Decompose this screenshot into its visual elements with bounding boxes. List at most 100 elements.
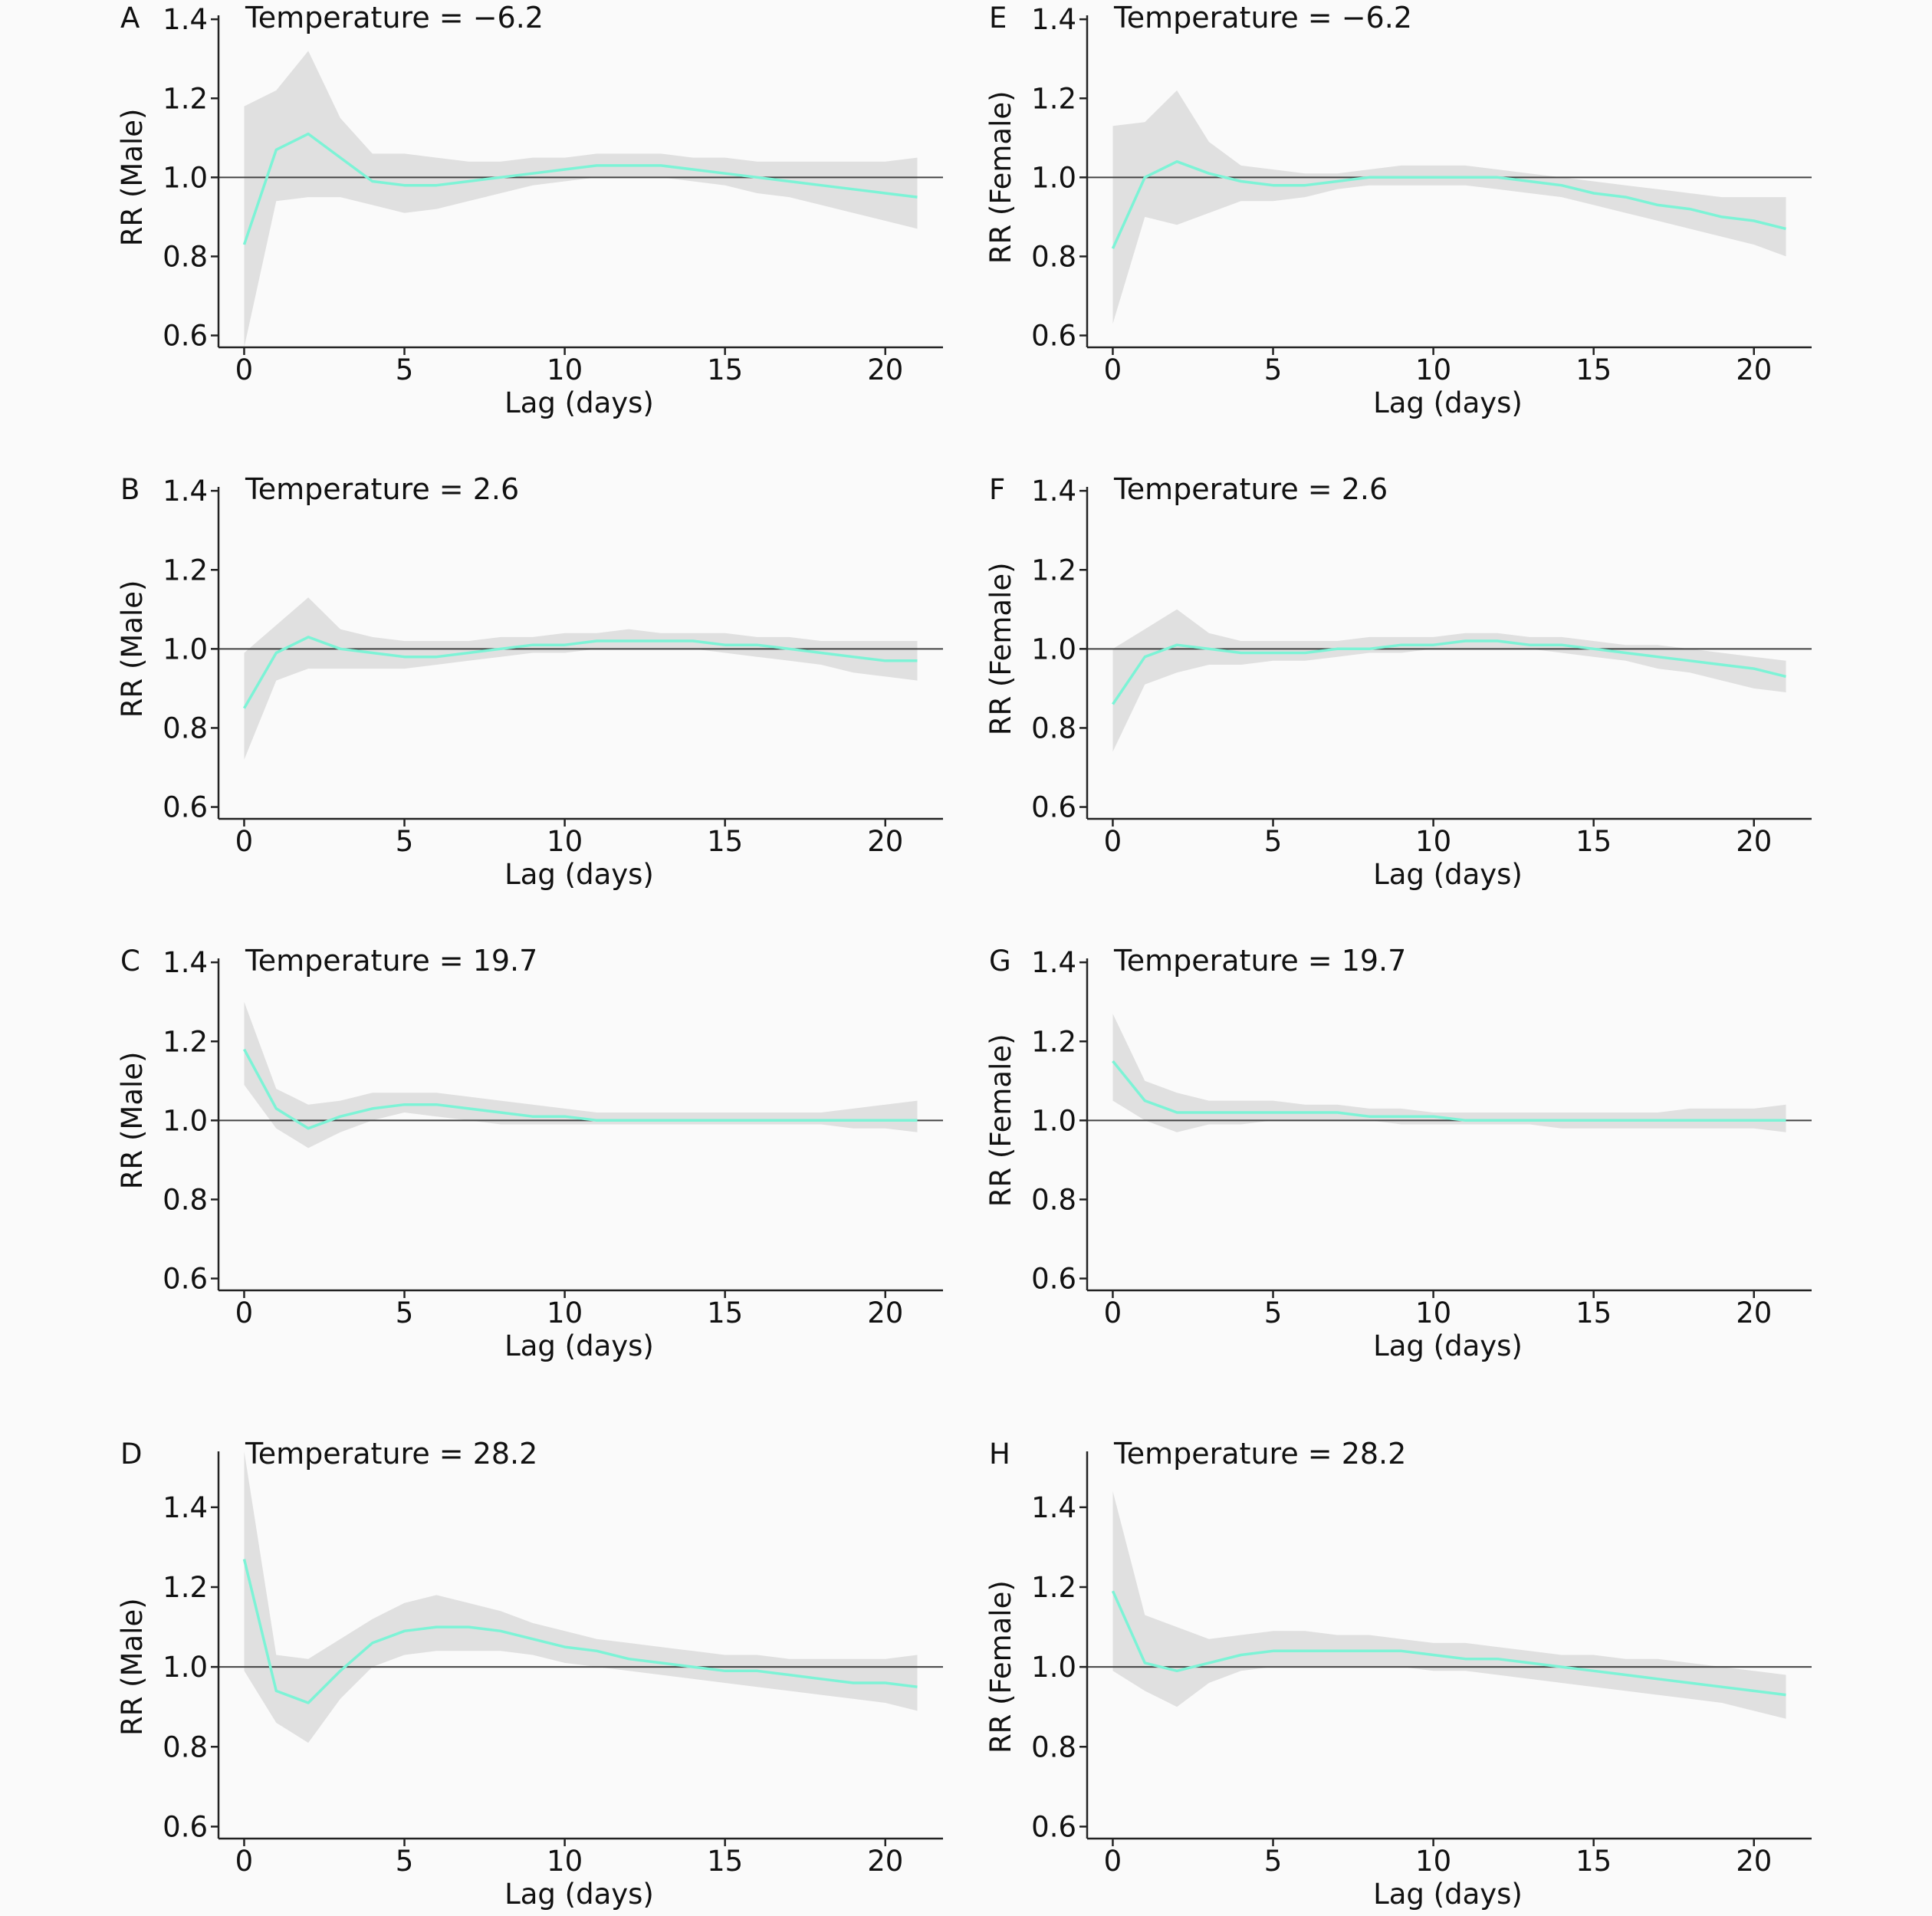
confidence-band [244,597,918,760]
x-tick-label: 5 [1264,353,1283,386]
panel-d: 0.6 0.8 1.0 1.2 1.4 0 5 10 15 20 Lag (days) RR (Mal… [116,1437,943,1911]
y-axis-title: RR (Female) [984,562,1017,735]
x-tick-label: 0 [235,1845,254,1878]
y-tick-label: 0.6 [163,791,208,824]
rr-series-line [242,132,918,245]
y-tick-label: 1.2 [163,82,208,115]
confidence-band [244,51,918,348]
x-tick-label: 5 [1264,1845,1283,1878]
y-tick-label: 0.8 [1031,1183,1076,1216]
x-tick-label: 0 [1104,1845,1122,1878]
y-tick-label: 1.2 [163,1025,208,1058]
x-axis-title: Lag (days) [504,386,654,419]
x-tick-label: 10 [547,1297,583,1329]
rr-series-line [1112,639,1786,705]
x-tick-label: 0 [1104,353,1122,386]
y-tick-label: 0.6 [1031,1810,1076,1843]
y-tick-label: 1.2 [1031,554,1076,587]
x-tick-label: 20 [867,825,903,858]
y-tick-label: 1.4 [1031,3,1076,36]
y-axis-title: RR (Female) [984,1034,1017,1207]
rr-series-line [1111,159,1786,249]
x-tick-label: 15 [707,1297,743,1329]
x-tick-label: 15 [707,353,743,386]
rr-series-line [1112,1060,1786,1122]
y-tick-label: 1.0 [163,633,208,666]
panel-letter: G [989,945,1011,978]
confidence-band [1112,1491,1786,1719]
y-tick-label: 1.2 [1031,82,1076,115]
x-axis-title: Lag (days) [1373,386,1523,419]
x-tick-label: 15 [1576,1845,1612,1878]
y-tick-label: 1.4 [163,3,208,36]
y-tick-label: 0.6 [163,320,208,353]
y-tick-label: 0.8 [1031,1730,1076,1763]
x-axis-title: Lag (days) [1373,1878,1523,1911]
rr-series-line [242,636,918,709]
x-tick-label: 20 [867,1297,903,1329]
y-axis-title: RR (Male) [116,580,149,718]
y-tick-label: 0.8 [1031,712,1076,744]
panel-title: Temperature = 2.6 [245,472,519,506]
y-axis-title: RR (Male) [116,108,149,246]
x-tick-label: 20 [867,353,903,386]
confidence-band [244,1001,918,1149]
panel-h: 0.6 0.8 1.0 1.2 1.4 0 5 10 15 20 Lag (days) RR (Fem… [984,1437,1812,1911]
panel-title: Temperature = 19.7 [1113,944,1406,978]
panel-letter: H [989,1438,1010,1471]
panel-letter: B [120,473,140,506]
y-tick-label: 1.0 [1031,633,1076,666]
x-axis-title: Lag (days) [1373,1329,1523,1362]
x-tick-label: 5 [396,825,414,858]
panel-letter: C [120,945,140,978]
y-tick-label: 1.0 [1031,1651,1076,1684]
x-tick-label: 20 [1736,1297,1772,1329]
panel-b: 0.6 0.8 1.0 1.2 1.4 0 5 10 15 20 Lag (days) RR (Mal… [116,472,943,891]
panel-title: Temperature = −6.2 [245,1,544,35]
panel-letter: F [989,473,1005,506]
y-tick-label: 1.4 [163,1491,208,1524]
x-tick-label: 5 [1264,825,1283,858]
y-tick-label: 1.4 [1031,1491,1076,1524]
panel-title: Temperature = 28.2 [1113,1437,1406,1471]
x-tick-label: 10 [547,825,583,858]
y-tick-label: 0.6 [163,1810,208,1843]
x-tick-label: 15 [1576,1297,1612,1329]
x-tick-label: 20 [1736,825,1772,858]
y-axis-title: RR (Female) [984,1580,1017,1753]
confidence-band [1112,90,1786,324]
x-tick-label: 15 [1576,353,1612,386]
y-tick-label: 1.0 [1031,161,1076,194]
x-tick-label: 15 [707,825,743,858]
x-tick-label: 10 [1415,353,1451,386]
x-tick-label: 5 [396,1297,414,1329]
y-tick-label: 0.6 [163,1263,208,1296]
panel-c: 0.6 0.8 1.0 1.2 1.4 0 5 10 15 20 Lag (days) RR (Mal… [116,944,943,1362]
panel-title: Temperature = 19.7 [245,944,537,978]
y-tick-label: 1.0 [163,161,208,194]
x-tick-label: 20 [1736,1845,1772,1878]
x-tick-label: 20 [867,1845,903,1878]
panel-a: 0.6 0.8 1.0 1.2 1.4 0 5 10 15 20 Lag (days) RR (Mal… [116,1,943,419]
x-tick-label: 10 [547,353,583,386]
y-tick-label: 0.6 [1031,791,1076,824]
panel-title: Temperature = 28.2 [245,1437,537,1471]
y-tick-label: 1.0 [1031,1104,1076,1137]
x-tick-label: 0 [1104,1297,1122,1329]
confidence-band [1112,1014,1786,1132]
y-tick-label: 1.2 [163,554,208,587]
y-tick-label: 0.8 [163,712,208,744]
panel-letter: E [989,2,1007,35]
x-tick-label: 15 [1576,825,1612,858]
x-tick-label: 5 [396,353,414,386]
panel-g: 0.6 0.8 1.0 1.2 1.4 0 5 10 15 20 Lag (days) RR (Fem… [984,944,1812,1362]
x-tick-label: 10 [547,1845,583,1878]
x-tick-label: 20 [1736,353,1772,386]
y-tick-label: 1.4 [1031,475,1076,508]
x-tick-label: 0 [235,825,254,858]
y-tick-label: 1.2 [163,1571,208,1604]
y-tick-label: 0.8 [1031,240,1076,273]
x-tick-label: 10 [1415,825,1451,858]
